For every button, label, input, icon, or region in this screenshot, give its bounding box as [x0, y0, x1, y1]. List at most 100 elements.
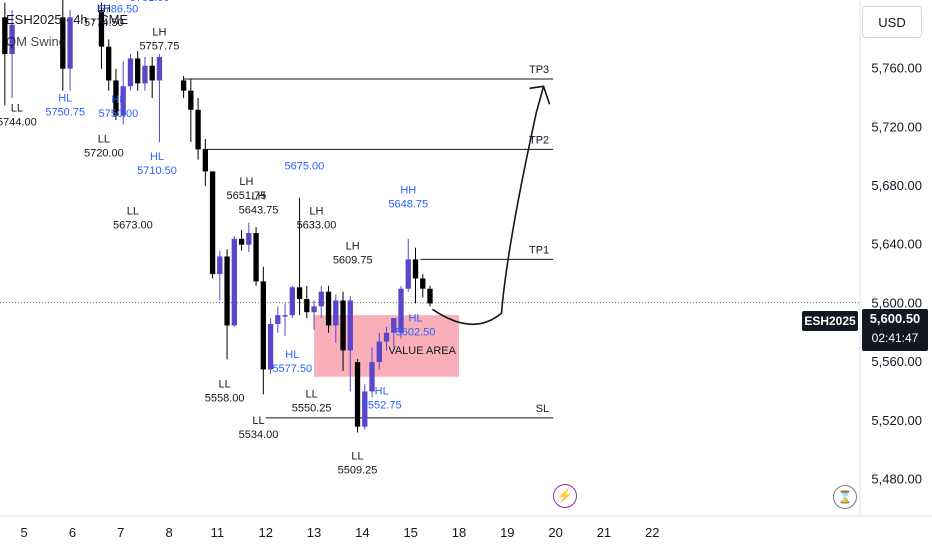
value-area-label: VALUE AREA: [388, 345, 456, 357]
legend-indicator[interactable]: QM Swing: [6, 34, 66, 49]
swing-type: LH: [152, 26, 166, 38]
candle-body: [217, 256, 223, 275]
candle: [120, 61, 126, 125]
candle-body: [195, 109, 201, 150]
candle-body: [260, 281, 266, 370]
candle: [156, 54, 163, 143]
candle-body: [120, 86, 126, 116]
swing-price: 5673.00: [113, 219, 153, 231]
swing-label: LH 5609.75: [333, 240, 373, 266]
candle: [217, 250, 223, 301]
swing-label: LL 5550.25: [292, 389, 332, 415]
candle-body: [209, 171, 216, 275]
y-tick-label: 5,480.00: [871, 471, 922, 486]
candle-body: [142, 65, 148, 84]
x-tick-label: 12: [258, 525, 272, 540]
level-label-tp3: TP3: [529, 64, 549, 76]
y-tick-label: 5,600.00: [871, 295, 922, 310]
swing-price: 5648.75: [388, 199, 428, 211]
hourglass-icon[interactable]: ⌛: [833, 485, 857, 509]
candle-body: [67, 17, 73, 69]
candle-body: [156, 56, 163, 81]
y-tick-label: 5,520.00: [871, 413, 922, 428]
candle-body: [398, 288, 404, 333]
swing-price: 5786.50: [98, 4, 138, 16]
candle: [391, 318, 397, 348]
swing-label: LH 5643.75: [239, 191, 279, 217]
candle: [246, 222, 252, 253]
swing-price: 5552.75: [362, 400, 402, 412]
swing-type: LL: [252, 415, 264, 427]
candle: [362, 384, 368, 430]
candle-body: [376, 341, 382, 363]
y-tick-label: 5,720.00: [871, 119, 922, 134]
candle: [325, 285, 332, 333]
candle-body: [340, 300, 346, 351]
swing-price: 5651.75: [227, 190, 267, 202]
candle-body: [149, 65, 155, 81]
projection-path: [431, 86, 545, 326]
candle-body: [127, 58, 134, 87]
swing-type: LL: [11, 103, 23, 115]
candle-body: [9, 24, 15, 55]
candle: [113, 68, 119, 121]
candle-body: [224, 256, 230, 326]
candle: [383, 326, 390, 351]
candle: [195, 98, 201, 160]
annotations: LL 5744.00 HL 5750.75 LH 5774.505786.505791.0…: [0, 0, 551, 476]
candle: [318, 285, 324, 319]
swing-label: 5791.00: [130, 0, 170, 4]
candle: [98, 2, 105, 69]
x-tick-label: 6: [69, 525, 76, 540]
swing-label: LH 5757.75: [140, 26, 180, 52]
swing-type: HL: [150, 151, 164, 163]
swing-label: LL 5673.00: [113, 205, 153, 231]
candle-body: [369, 362, 375, 392]
swing-price: 5750.75: [45, 106, 85, 118]
swing-price: 5577.50: [272, 363, 312, 375]
flash-icon[interactable]: ⚡: [553, 484, 577, 508]
candle-body: [60, 17, 66, 69]
swing-label: 5675.00: [284, 161, 324, 173]
swing-price: 5744.00: [0, 117, 37, 129]
candle: [188, 78, 194, 143]
candle: [289, 285, 295, 319]
candle: [67, 10, 73, 91]
candle: [9, 10, 15, 99]
candle: [398, 285, 404, 339]
candle: [180, 76, 187, 99]
swing-type: LL: [306, 389, 318, 401]
currency-button[interactable]: USD: [862, 6, 922, 38]
candle-body: [412, 259, 419, 279]
candle-body: [333, 300, 339, 326]
x-tick-label: 20: [548, 525, 562, 540]
swing-label: HH 5648.75: [388, 185, 428, 211]
swing-label: HL 5602.50: [396, 312, 436, 338]
candle: [224, 249, 230, 360]
candle: [202, 139, 208, 187]
swing-type: LL: [351, 450, 363, 462]
candle-body: [289, 287, 295, 316]
swing-price: 5643.75: [239, 205, 279, 217]
candle-body: [231, 238, 237, 326]
chart-overlays: VALUE AREA TP3 TP2 TP1 SL: [0, 64, 860, 419]
candle: [405, 238, 411, 292]
y-tick-label: 5,560.00: [871, 354, 922, 369]
swing-price: 5710.50: [137, 165, 177, 177]
candle: [376, 332, 382, 370]
candle-body: [246, 232, 252, 245]
swing-price: 5750.00: [98, 108, 138, 120]
candle-body: [106, 46, 112, 81]
candle-body: [405, 259, 411, 289]
candle-body: [282, 315, 288, 317]
candle: [275, 306, 281, 333]
swing-label: LL 5558.00: [205, 378, 245, 404]
candle: [347, 296, 353, 392]
x-tick-label: 11: [211, 525, 225, 540]
candle-body: [202, 149, 208, 172]
candle: [354, 359, 361, 433]
swing-type: LL: [98, 133, 110, 145]
candle-body: [2, 17, 8, 55]
legend-title: ESH2025 · 4h · CME: [6, 12, 129, 27]
